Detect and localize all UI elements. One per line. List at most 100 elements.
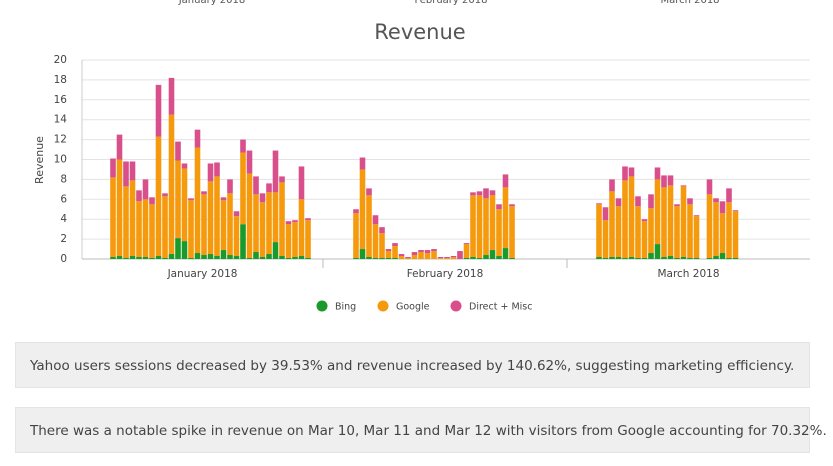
bar-segment — [444, 257, 450, 259]
bar-segment — [194, 253, 201, 259]
bar-segment — [648, 208, 654, 254]
y-tick-label: 4 — [60, 213, 67, 225]
bar-segment — [279, 182, 285, 257]
y-tick-label: 0 — [60, 253, 67, 265]
bar-segment — [732, 211, 739, 259]
bar-segment — [628, 176, 635, 258]
bar-segment — [366, 195, 372, 258]
bar-segment — [641, 219, 648, 222]
bar-segment — [385, 249, 392, 252]
bar-segment — [385, 251, 392, 259]
legend-swatch — [316, 300, 328, 312]
bar-segment — [648, 253, 654, 259]
bar-segment — [116, 159, 123, 257]
bar-segment — [372, 224, 379, 259]
bar-segment — [398, 254, 405, 257]
y-tick-label: 14 — [54, 114, 68, 126]
bar-segment — [674, 204, 680, 207]
bar-segment — [463, 258, 470, 259]
bar-segment — [398, 256, 405, 259]
bar-segment — [444, 258, 450, 259]
bar-segment — [483, 255, 489, 259]
bar-segment — [450, 256, 457, 258]
bar-segment — [680, 185, 687, 187]
bar-segment — [233, 211, 240, 217]
legend-swatch — [450, 300, 462, 312]
bar-segment — [162, 258, 168, 259]
bar-segment — [272, 192, 279, 243]
bar-segment — [661, 187, 667, 258]
header-tab: February 2018 — [415, 0, 488, 6]
bar-segment — [635, 196, 641, 207]
bar-segment — [622, 166, 628, 181]
header-tab: March 2018 — [660, 0, 719, 6]
x-tick-label: March 2018 — [657, 268, 719, 280]
bar-segment — [142, 179, 149, 200]
bar-segment — [214, 256, 220, 259]
bar-segment — [175, 238, 181, 259]
bar-segment — [622, 258, 628, 259]
bar-segment — [136, 190, 142, 202]
bar-segment — [272, 150, 279, 193]
bar-segment — [732, 210, 739, 212]
bar-segment — [424, 250, 431, 254]
bar-segment — [411, 252, 418, 256]
bar-segment — [641, 258, 648, 259]
bar-segment — [181, 163, 188, 169]
bar-segment — [602, 207, 609, 221]
bar-segment — [489, 195, 496, 251]
bar-segment — [285, 221, 292, 225]
bar-segment — [181, 168, 188, 242]
bar-segment — [220, 197, 227, 201]
bar-segment — [509, 204, 515, 207]
bar-segment — [496, 204, 502, 210]
bar-segment — [635, 258, 641, 259]
bar-segment — [155, 84, 162, 137]
bar-segment — [496, 209, 502, 257]
bar-segment — [123, 186, 129, 259]
bar-segment — [142, 257, 149, 259]
bar-segment — [713, 256, 719, 259]
insight: Yahoo users sessions decreased by 39.53%… — [15, 342, 810, 388]
legend-label: Direct + Misc — [469, 302, 532, 313]
bar-segment — [476, 258, 483, 259]
bar-segment — [207, 181, 214, 255]
bar-segment — [188, 198, 194, 201]
bar-segment — [713, 202, 719, 257]
bar-segment — [706, 179, 713, 195]
bar-segment — [596, 257, 602, 259]
bar-segment — [266, 254, 272, 259]
bar-segment — [379, 233, 385, 259]
bar-segment — [246, 173, 253, 259]
bar-segment — [609, 257, 615, 259]
bar-segment — [214, 162, 220, 177]
bar-segment — [188, 200, 194, 259]
bar-segment — [175, 160, 181, 239]
bar-segment — [379, 258, 385, 259]
y-tick-label: 12 — [54, 134, 67, 146]
bar-segment — [292, 222, 298, 258]
bar-segment — [259, 193, 266, 203]
bar-segment — [392, 243, 398, 247]
bar-segment — [628, 257, 635, 259]
bar-segment — [470, 195, 476, 258]
bar-segment — [680, 186, 687, 258]
bar-segment — [372, 215, 379, 225]
bar-segment — [667, 256, 674, 259]
bar-segment — [123, 258, 129, 259]
bar-segment — [609, 191, 615, 258]
bar-segment — [214, 176, 220, 257]
bar-segment — [661, 175, 667, 188]
bar-segment — [726, 258, 732, 259]
bar-segment — [136, 201, 142, 258]
bar-segment — [116, 134, 123, 160]
bar-segment — [155, 256, 162, 259]
bar-segment — [194, 147, 201, 254]
bar-segment — [359, 249, 366, 259]
legend-label: Google — [396, 302, 430, 313]
bar-segment — [149, 258, 155, 259]
bar-segment — [279, 176, 285, 183]
chart: Revenue Revenue January 2018 February 201… — [33, 0, 810, 313]
bar-segment — [168, 254, 175, 259]
bar-segment — [227, 179, 233, 194]
